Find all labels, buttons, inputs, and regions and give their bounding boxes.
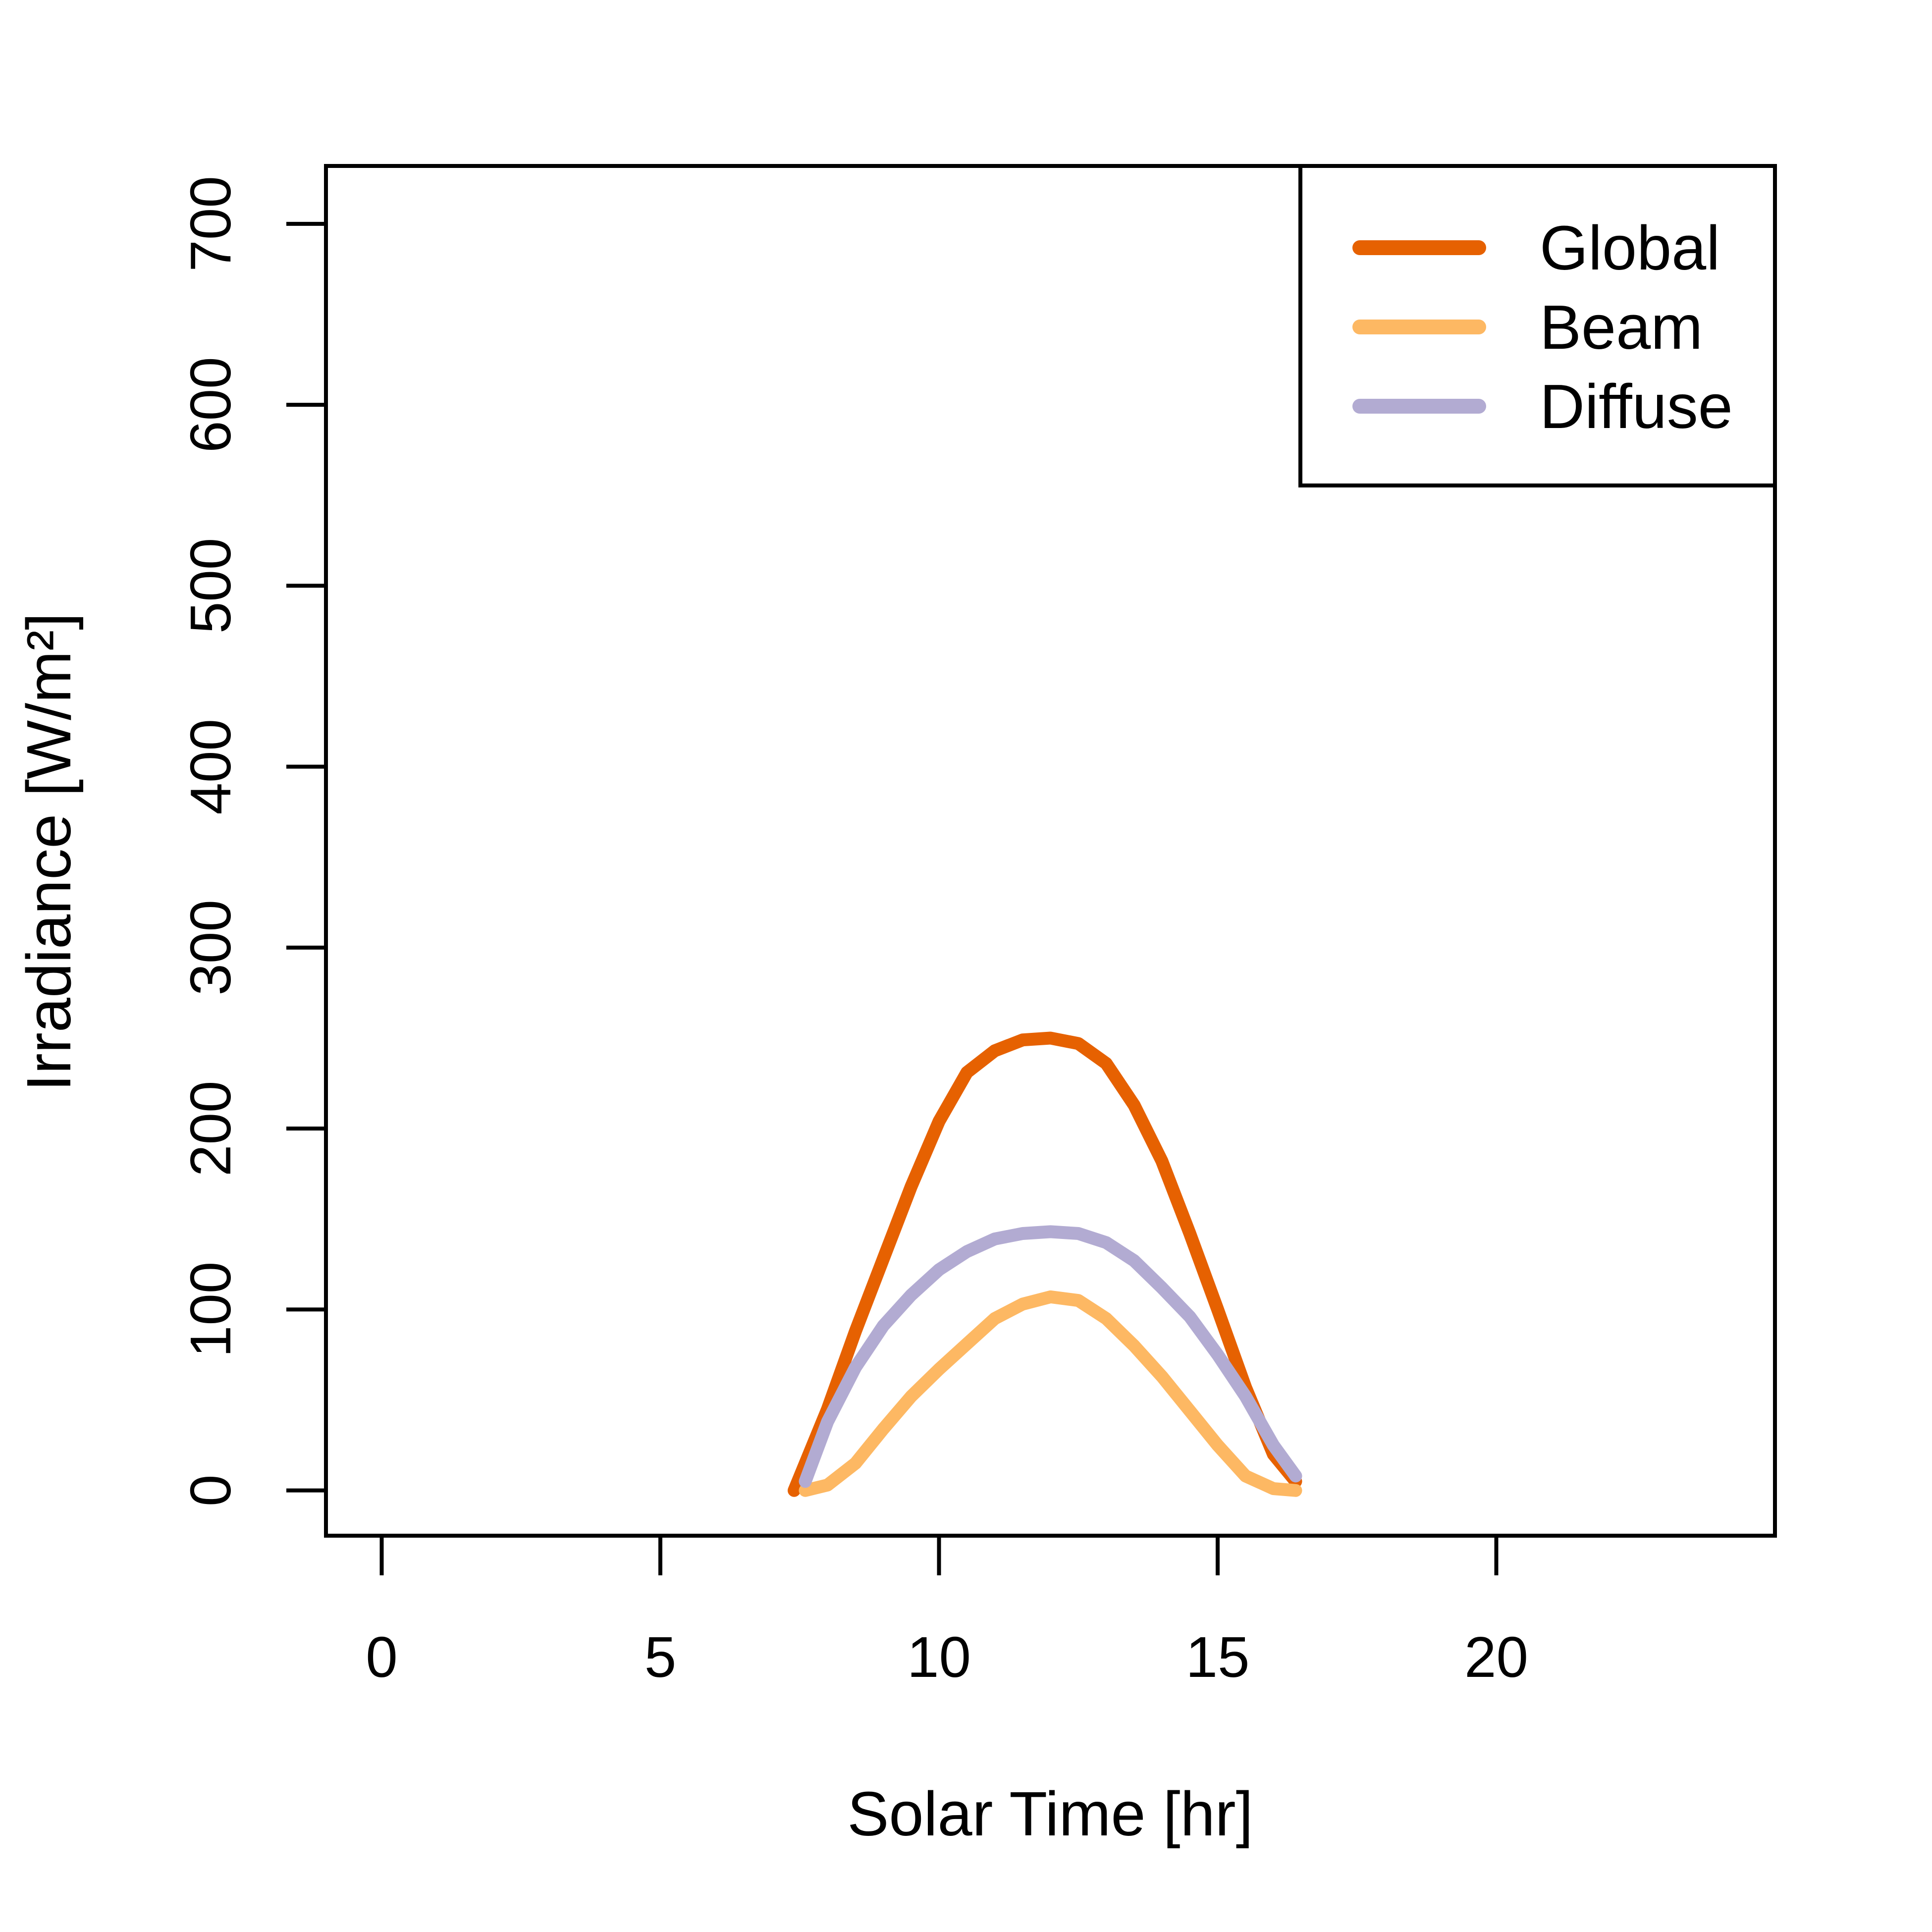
y-axis: 0 100 200 300 400 500 600 700	[178, 176, 328, 1506]
y-tick-label: 300	[178, 900, 243, 996]
series-line-global	[788, 1031, 1302, 1497]
legend-label-diffuse: Diffuse	[1540, 372, 1733, 441]
series-line-beam	[799, 1290, 1302, 1497]
x-tick-label: 10	[907, 1625, 971, 1689]
legend-label-beam: Beam	[1540, 292, 1703, 362]
y-tick-label: 0	[178, 1474, 243, 1506]
series-layer	[788, 1031, 1302, 1497]
legend-label-global: Global	[1540, 213, 1720, 283]
y-tick-label: 500	[178, 538, 243, 634]
y-axis-title: Irradiance [W/m²]	[14, 613, 84, 1091]
x-tick-label: 5	[644, 1625, 677, 1689]
x-axis: 0 5 10 15 20	[366, 1534, 1528, 1689]
y-tick-label: 400	[178, 719, 243, 815]
x-axis-title: Solar Time [hr]	[847, 1779, 1253, 1849]
legend: Global Beam Diffuse	[1298, 164, 1777, 487]
y-tick-label: 600	[178, 357, 243, 453]
y-tick-label: 200	[178, 1080, 243, 1177]
y-tick-label: 100	[178, 1262, 243, 1358]
x-tick-label: 0	[366, 1625, 398, 1689]
series-line-diffuse	[799, 1225, 1302, 1488]
x-tick-label: 20	[1464, 1625, 1528, 1689]
x-tick-label: 15	[1185, 1625, 1249, 1689]
y-tick-label: 700	[178, 176, 243, 272]
